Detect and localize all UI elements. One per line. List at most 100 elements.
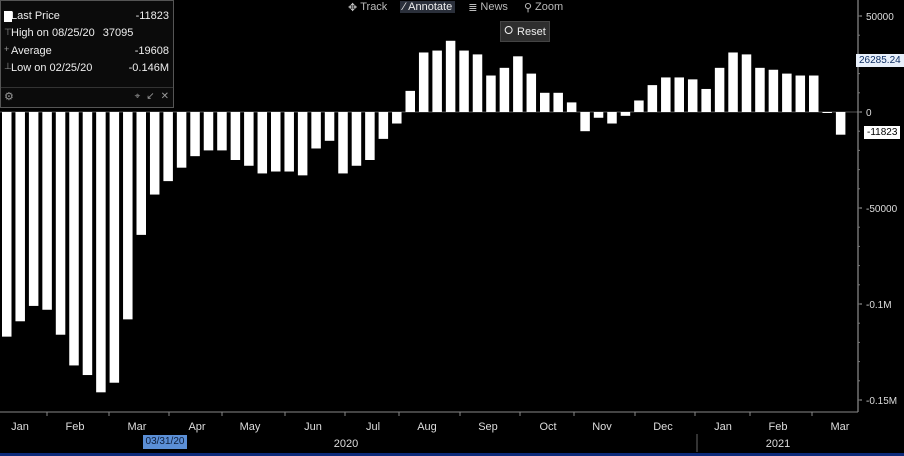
bar: [513, 56, 523, 112]
last-price-tag: -11823: [864, 126, 901, 139]
cursor-date-pill: 03/31/20: [143, 435, 187, 449]
bar: [728, 52, 738, 112]
x-tick-label: Nov: [592, 421, 612, 433]
bar: [176, 112, 187, 168]
bar: [311, 112, 321, 149]
bar: [338, 112, 348, 174]
bar: [244, 112, 254, 166]
bar: [459, 50, 469, 112]
bar: [634, 100, 644, 112]
bar: [15, 112, 25, 322]
legend-panel: Last Price -11823 ⊤ High on 08/25/20 370…: [0, 0, 174, 108]
news-label: News: [480, 1, 508, 13]
bar: [687, 79, 698, 112]
track-tool[interactable]: ✥ Track: [345, 1, 390, 14]
bar: [580, 112, 590, 132]
bar: [351, 112, 362, 166]
bar: [405, 90, 415, 112]
bar: [741, 54, 752, 112]
bar: [566, 102, 577, 112]
track-label: Track: [360, 1, 388, 13]
last-price-swatch: [4, 11, 12, 22]
close-icon[interactable]: ✕: [160, 91, 169, 102]
x-tick-label: Mar: [128, 421, 147, 433]
bar: [28, 112, 39, 306]
gear-icon[interactable]: ⚙: [4, 91, 14, 103]
reset-button[interactable]: ⭘ Reset: [500, 21, 550, 42]
average-marker-icon: +: [4, 44, 10, 54]
average-price-tag: 26285.24: [856, 54, 904, 67]
bar: [714, 67, 725, 112]
bar: [661, 77, 671, 112]
x-tick-label: Feb: [769, 421, 788, 433]
year-label: 2020: [334, 438, 358, 450]
bottom-strip: [0, 453, 904, 456]
x-tick-label: Oct: [539, 421, 556, 433]
y-tick-label: -50000: [866, 204, 898, 215]
legend-row-low: Low on 02/25/20 -0.146M: [11, 62, 169, 76]
news-icon: ≣: [468, 1, 478, 14]
x-tick-label: Aug: [417, 421, 437, 433]
collapse-icon[interactable]: ↙: [146, 91, 155, 102]
bar: [378, 112, 389, 139]
bar: [190, 112, 200, 157]
legend-value: -19608: [134, 45, 169, 57]
y-tick-label: 50000: [866, 12, 894, 23]
bar: [297, 112, 308, 176]
bar: [620, 112, 631, 116]
x-tick-label: Dec: [653, 421, 673, 433]
x-tick-label: Sep: [478, 421, 498, 433]
zoom-tool[interactable]: ⚲ Zoom: [521, 1, 566, 14]
bar: [163, 112, 173, 182]
legend-label: Low on 02/25/20: [11, 62, 93, 74]
bar: [324, 112, 335, 141]
bar: [809, 75, 819, 112]
bar: [445, 40, 456, 112]
bar: [123, 112, 133, 320]
bar: [472, 54, 483, 112]
reset-icon: ⭘: [504, 25, 514, 37]
magnifier-icon: ⚲: [523, 1, 532, 14]
bar: [109, 112, 120, 383]
bar: [392, 112, 402, 124]
x-tick-label: Feb: [66, 421, 85, 433]
annotate-tool[interactable]: ∕ Annotate: [400, 1, 456, 13]
bar: [593, 112, 604, 118]
bar: [82, 112, 93, 376]
bar: [136, 112, 146, 235]
bar: [42, 112, 52, 310]
x-tick-label: Jul: [366, 421, 380, 433]
low-marker-icon: ⊥: [4, 61, 12, 71]
bar: [149, 112, 160, 195]
bar: [782, 73, 792, 112]
year-label: 2021: [766, 438, 790, 450]
y-tick-label: -0.15M: [866, 396, 897, 407]
legend-label: Last Price: [11, 10, 60, 22]
legend-row-high: High on 08/25/20 37095: [11, 27, 169, 41]
legend-label: High on 08/25/20: [11, 27, 95, 39]
x-tick-label: Jan: [11, 421, 29, 433]
legend-value: -11823: [135, 10, 169, 22]
bar: [486, 75, 496, 112]
bar: [822, 112, 832, 113]
high-marker-icon: ⊤: [4, 27, 12, 37]
x-tick-label: May: [240, 421, 261, 433]
bar: [768, 69, 779, 112]
bar: [217, 112, 227, 151]
bar: [69, 112, 79, 366]
bar: [203, 112, 214, 151]
x-tick-label: Jan: [714, 421, 732, 433]
bar: [499, 67, 510, 112]
pin-icon[interactable]: ⌖: [134, 91, 141, 102]
bar: [432, 50, 442, 112]
bar: [284, 112, 294, 172]
crosshair-icon: ✥: [348, 1, 358, 14]
legend-value: 37095: [102, 27, 134, 39]
reset-label: Reset: [517, 25, 546, 38]
legend-row-last-price: Last Price -11823: [11, 10, 169, 24]
news-tool[interactable]: ≣ News: [465, 1, 511, 14]
bar: [271, 112, 281, 172]
y-tick-label: -0.1M: [866, 300, 892, 311]
legend-divider: [1, 87, 173, 88]
